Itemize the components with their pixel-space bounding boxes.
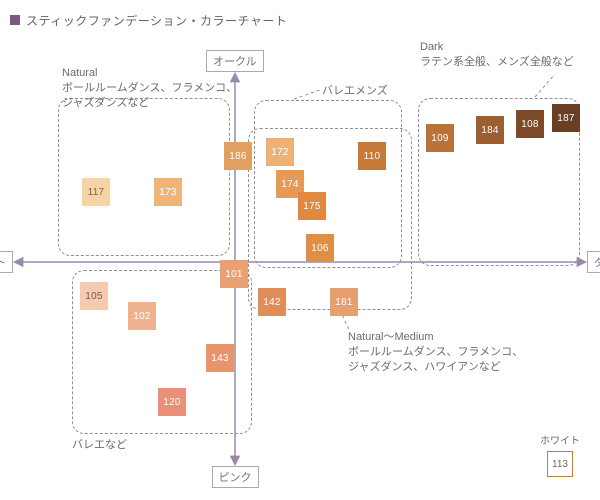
swatch-105: 105 [80,282,108,310]
swatch-108: 108 [516,110,544,138]
swatch-117: 117 [82,178,110,206]
swatch-113: 113 [547,451,573,477]
swatch-173: 173 [154,178,182,206]
plot-area: オークルピンクライトダークNatural ボールルームダンス、フラメンコ、 ジャ… [0,34,600,500]
group-box-natural [58,98,230,256]
axis-label: ダーク [587,251,600,273]
group-label-natural: Natural ボールルームダンス、フラメンコ、 ジャズダンスなど [62,66,237,111]
swatch-181: 181 [330,288,358,316]
swatch-142: 142 [258,288,286,316]
chart-title-row: スティックファンデーション・カラーチャート [10,12,287,29]
swatch-102: 102 [128,302,156,330]
swatch-184: 184 [476,116,504,144]
swatch-101: 101 [220,260,248,288]
white-sample: ホワイト 113 [540,432,580,477]
swatch-109: 109 [426,124,454,152]
axis-label: ライト [0,251,13,273]
group-label-ballemens: バレエメンズ [322,84,388,99]
group-label-dark: Dark ラテン系全般、メンズ全般など [420,40,574,70]
swatch-120: 120 [158,388,186,416]
swatch-175: 175 [298,192,326,220]
swatch-172: 172 [266,138,294,166]
swatch-110: 110 [358,142,386,170]
swatch-187: 187 [552,104,580,132]
group-label-naturalmedium: Natural～Medium ボールルームダンス、フラメンコ、 ジャズダンス、ハ… [348,330,523,375]
axis-label: ピンク [212,466,259,488]
chart-title: スティックファンデーション・カラーチャート [26,14,287,28]
swatch-106: 106 [306,234,334,262]
white-sample-label: ホワイト [540,432,580,447]
group-label-ballet: バレエなど [72,438,127,453]
color-chart-page: スティックファンデーション・カラーチャート オークルピンクライトダークNatur… [0,0,600,500]
title-bullet-icon [10,15,20,25]
swatch-143: 143 [206,344,234,372]
swatch-186: 186 [224,142,252,170]
